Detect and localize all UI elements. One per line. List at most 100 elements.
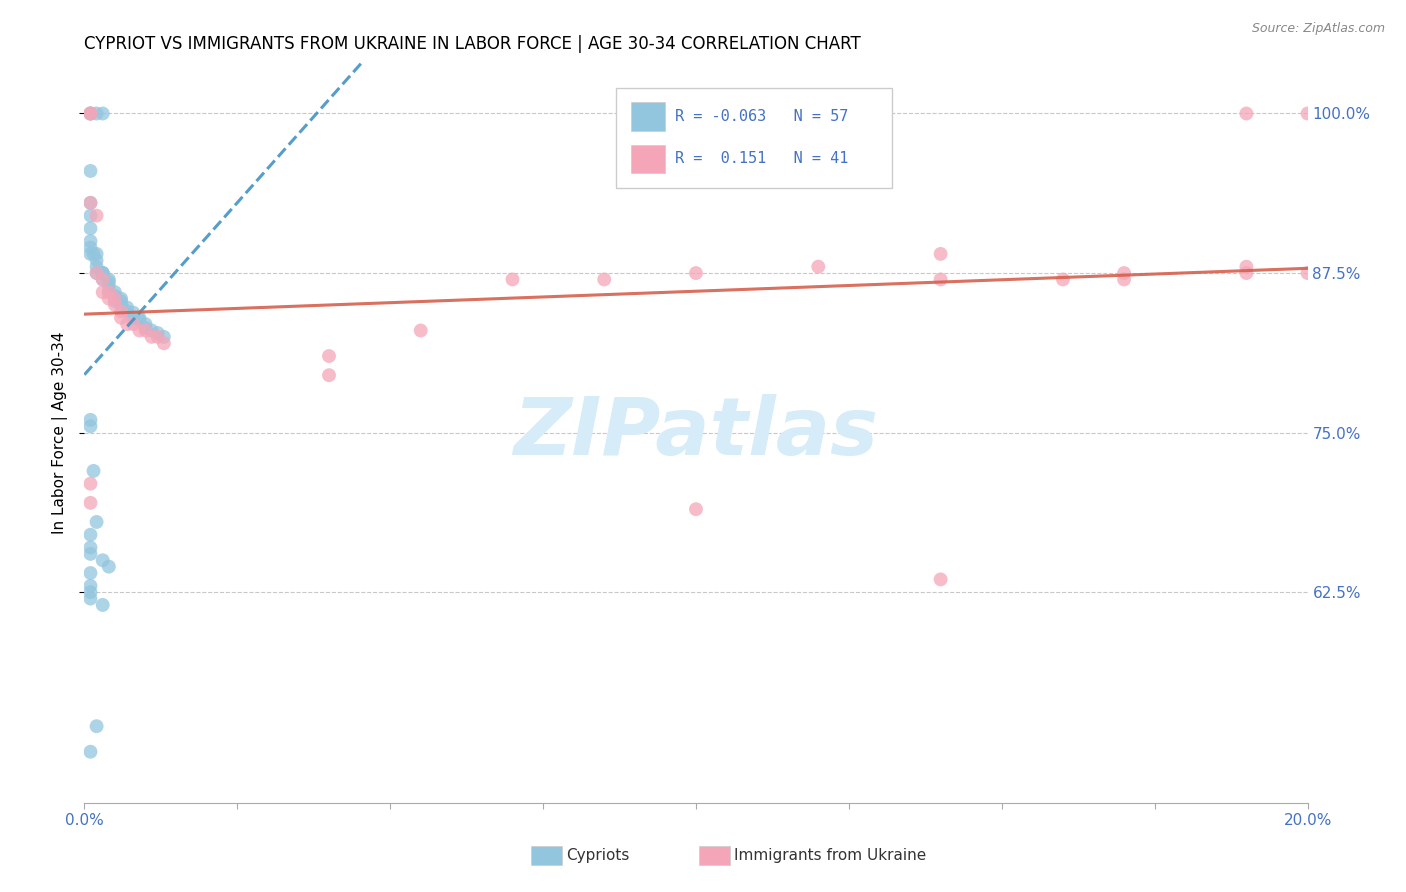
- Point: [104, 289, 127, 303]
- Point: [104, 298, 127, 312]
- Point: [79, 585, 101, 599]
- Point: [79, 106, 101, 120]
- Point: [1236, 260, 1258, 274]
- Point: [79, 566, 101, 580]
- Point: [86, 515, 108, 529]
- Point: [79, 591, 101, 606]
- Text: R = -0.063   N = 57: R = -0.063 N = 57: [675, 109, 849, 124]
- Point: [79, 106, 101, 120]
- Point: [146, 330, 169, 344]
- Point: [91, 272, 114, 286]
- Point: [79, 209, 101, 223]
- Point: [409, 324, 432, 338]
- Point: [104, 292, 127, 306]
- Point: [97, 285, 120, 300]
- Point: [83, 464, 105, 478]
- Point: [97, 275, 120, 289]
- Point: [122, 317, 145, 331]
- Text: Source: ZipAtlas.com: Source: ZipAtlas.com: [1251, 22, 1385, 36]
- FancyBboxPatch shape: [631, 145, 665, 173]
- Point: [91, 598, 114, 612]
- FancyBboxPatch shape: [631, 103, 665, 130]
- Point: [685, 266, 707, 280]
- Text: Cypriots: Cypriots: [567, 848, 630, 863]
- Point: [104, 292, 127, 306]
- Point: [79, 240, 101, 255]
- Point: [79, 164, 101, 178]
- Point: [91, 106, 114, 120]
- Point: [135, 321, 157, 335]
- Point: [79, 496, 101, 510]
- Point: [115, 301, 138, 315]
- Point: [128, 324, 150, 338]
- Point: [86, 209, 108, 223]
- Point: [86, 260, 108, 274]
- Point: [122, 305, 145, 319]
- Y-axis label: In Labor Force | Age 30-34: In Labor Force | Age 30-34: [52, 331, 69, 534]
- Point: [79, 419, 101, 434]
- Point: [79, 476, 101, 491]
- Point: [79, 106, 101, 120]
- Point: [318, 349, 340, 363]
- Point: [79, 413, 101, 427]
- Point: [79, 547, 101, 561]
- Point: [79, 541, 101, 555]
- Point: [1114, 272, 1136, 286]
- Point: [110, 304, 132, 318]
- Point: [104, 285, 127, 300]
- Point: [685, 502, 707, 516]
- Point: [104, 294, 127, 309]
- Point: [97, 559, 120, 574]
- Point: [91, 553, 114, 567]
- Point: [1114, 266, 1136, 280]
- Point: [91, 266, 114, 280]
- FancyBboxPatch shape: [616, 88, 891, 188]
- Point: [122, 310, 145, 325]
- Point: [97, 272, 120, 286]
- Point: [79, 527, 101, 541]
- Point: [86, 253, 108, 268]
- Point: [110, 298, 132, 312]
- Point: [128, 313, 150, 327]
- Text: CYPRIOT VS IMMIGRANTS FROM UKRAINE IN LABOR FORCE | AGE 30-34 CORRELATION CHART: CYPRIOT VS IMMIGRANTS FROM UKRAINE IN LA…: [84, 35, 860, 53]
- Point: [110, 292, 132, 306]
- Point: [79, 234, 101, 248]
- Point: [110, 310, 132, 325]
- Point: [86, 266, 108, 280]
- Point: [91, 266, 114, 280]
- Point: [91, 285, 114, 300]
- Point: [1236, 106, 1258, 120]
- Point: [79, 195, 101, 210]
- Point: [110, 294, 132, 309]
- Point: [929, 573, 952, 587]
- Text: ZIPatlas: ZIPatlas: [513, 393, 879, 472]
- Point: [79, 195, 101, 210]
- Point: [1052, 272, 1074, 286]
- Point: [79, 579, 101, 593]
- Point: [502, 272, 524, 286]
- Point: [1296, 266, 1319, 280]
- Text: Immigrants from Ukraine: Immigrants from Ukraine: [734, 848, 927, 863]
- Point: [79, 106, 101, 120]
- Point: [135, 324, 157, 338]
- Point: [97, 285, 120, 300]
- Text: R =  0.151   N = 41: R = 0.151 N = 41: [675, 151, 849, 166]
- Point: [141, 324, 163, 338]
- Point: [115, 304, 138, 318]
- Point: [929, 247, 952, 261]
- Point: [91, 272, 114, 286]
- Point: [97, 278, 120, 293]
- Point: [79, 247, 101, 261]
- Point: [153, 336, 176, 351]
- Point: [86, 106, 108, 120]
- Point: [318, 368, 340, 383]
- Point: [79, 221, 101, 235]
- Point: [91, 266, 114, 280]
- Point: [97, 292, 120, 306]
- Point: [115, 317, 138, 331]
- Point: [128, 310, 150, 325]
- Point: [135, 317, 157, 331]
- Point: [593, 272, 616, 286]
- Point: [79, 745, 101, 759]
- Point: [807, 260, 830, 274]
